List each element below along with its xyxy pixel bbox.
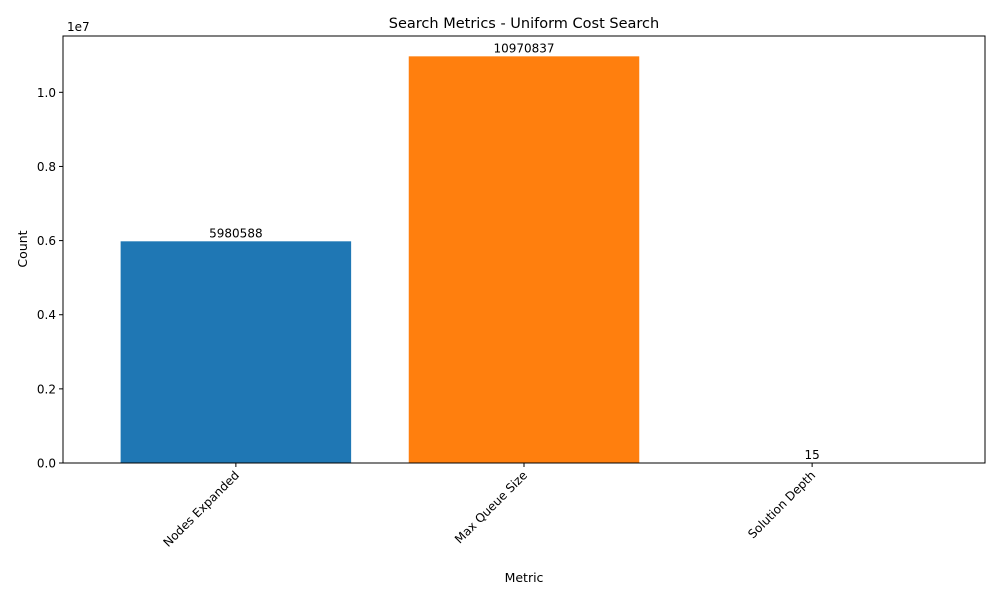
x-tick-label: Solution Depth xyxy=(745,468,818,541)
bar xyxy=(408,56,640,463)
x-ticks: Nodes Expanded Max Queue Size Solution Dep… xyxy=(160,463,818,550)
y-tick-label: 0.4 xyxy=(37,308,56,322)
bar-value-label: 10970837 xyxy=(493,41,554,55)
y-axis-label: Count xyxy=(15,230,30,267)
x-tick-label: Max Queue Size xyxy=(452,468,530,546)
bar-value-label: 15 xyxy=(804,448,819,462)
y-tick-label: 0.2 xyxy=(37,382,56,396)
bar xyxy=(120,241,352,463)
plot-frame xyxy=(62,35,986,464)
chart-title: Search Metrics - Uniform Cost Search xyxy=(389,16,659,32)
y-offset-label: 1e7 xyxy=(67,20,90,34)
bar-value-label: 5980588 xyxy=(209,226,262,240)
x-axis-label: Metric xyxy=(505,570,544,585)
y-tick-label: 1.0 xyxy=(37,86,56,100)
y-tick-label: 0.0 xyxy=(37,457,56,471)
y-tick-label: 0.6 xyxy=(37,234,56,248)
bar-labels: 5980588 10970837 15 xyxy=(209,41,820,462)
y-ticks: 0.0 0.2 0.4 0.6 0.8 1.0 xyxy=(37,86,63,471)
y-tick-label: 0.8 xyxy=(37,160,56,174)
x-tick-label: Nodes Expanded xyxy=(160,468,242,550)
bars xyxy=(120,56,928,463)
